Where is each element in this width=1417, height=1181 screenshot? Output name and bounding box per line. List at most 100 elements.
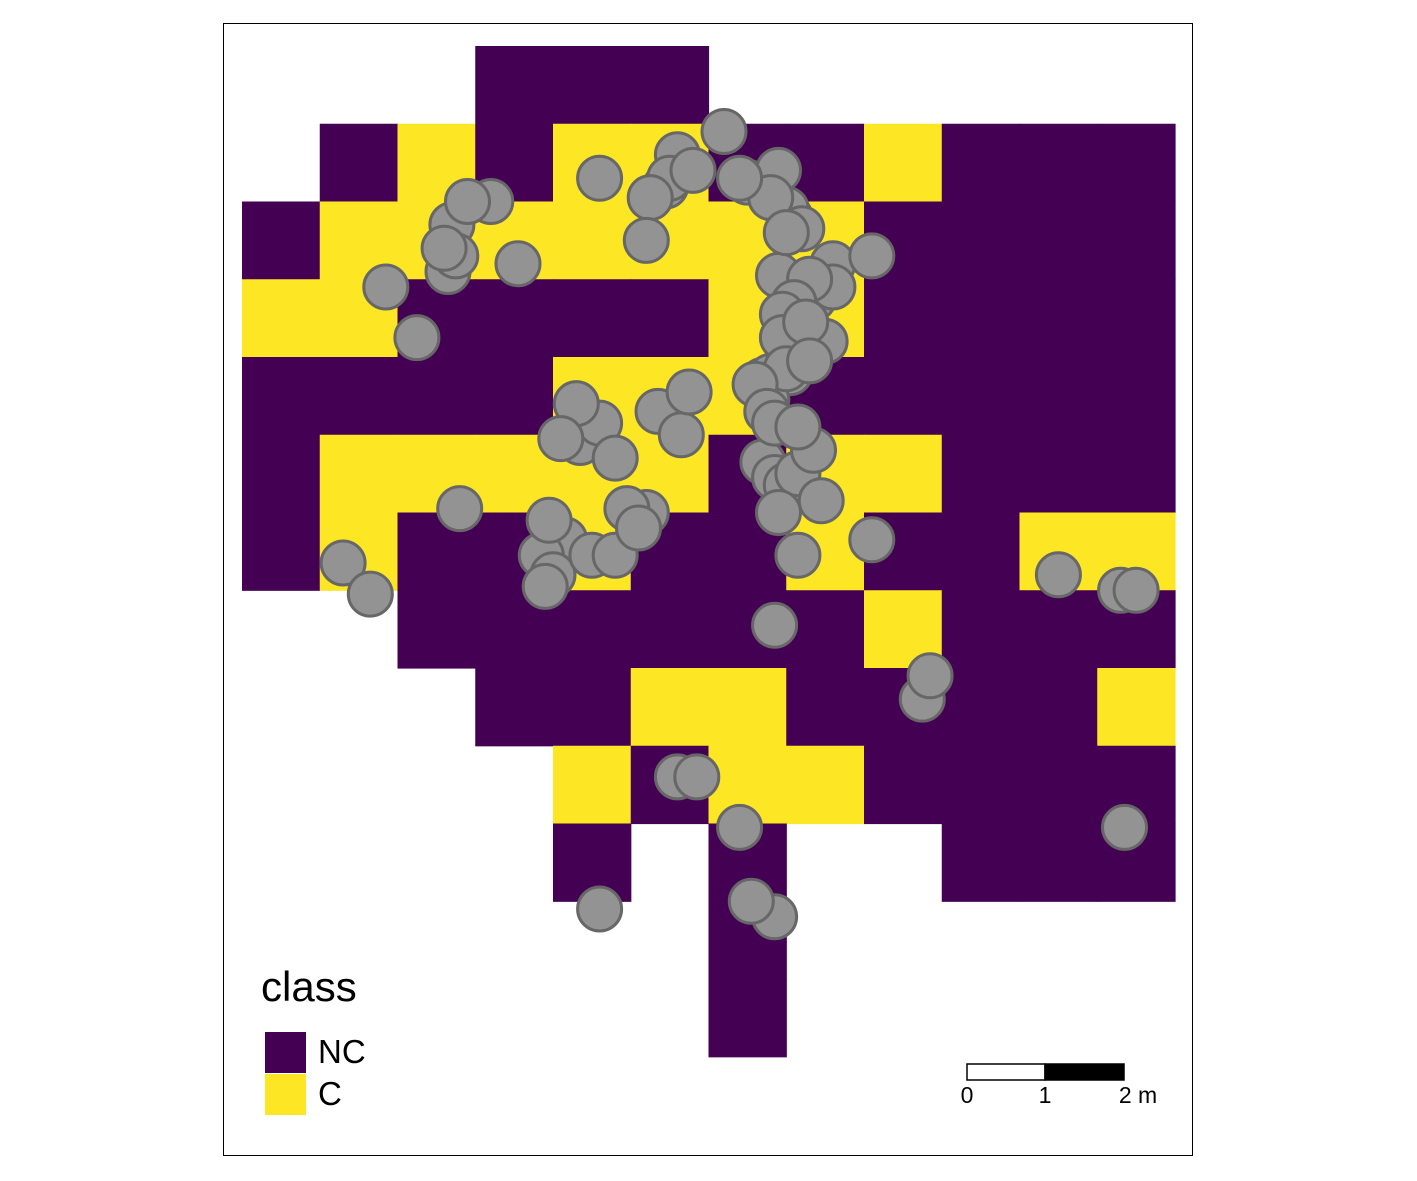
raster-cell-nc	[1019, 123, 1098, 203]
sample-point	[797, 477, 845, 525]
sample-point	[576, 154, 624, 202]
raster-cell-c	[553, 201, 632, 280]
raster-cell-nc	[864, 357, 943, 436]
raster-cell-nc	[1019, 823, 1098, 902]
sample-point	[786, 337, 834, 385]
raster-cell-nc	[242, 434, 321, 514]
scale-label-0: 0	[960, 1082, 974, 1108]
raster-cell-nc	[397, 357, 476, 436]
sample-point	[622, 216, 670, 264]
sample-point	[657, 411, 705, 459]
legend-label-c: C	[318, 1075, 342, 1112]
raster-cell-nc	[1097, 434, 1176, 514]
raster-cell-nc	[1097, 279, 1176, 358]
raster-cell-nc	[941, 279, 1021, 358]
raster-cell-nc	[941, 745, 1021, 825]
raster-cell-nc	[630, 279, 710, 358]
raster-cell-nc	[242, 512, 321, 591]
raster-layer	[242, 46, 1176, 1058]
raster-cell-nc	[553, 46, 632, 125]
sample-point	[319, 539, 367, 587]
raster-cell-c	[864, 434, 943, 514]
raster-cell-nc	[319, 123, 399, 203]
sample-point	[673, 753, 721, 801]
sample-point	[751, 601, 799, 649]
raster-cell-nc	[941, 668, 1021, 747]
scale-label-2m: 2 m	[1118, 1082, 1158, 1108]
raster-cell-nc	[630, 46, 710, 125]
raster-cell-nc	[1019, 201, 1098, 280]
raster-cell-nc	[941, 434, 1021, 514]
sample-point	[716, 154, 764, 202]
legend-item-nc: NC	[265, 1031, 366, 1073]
scale-bar-segment-white	[966, 1063, 1046, 1081]
scale-bar-segment-black	[1044, 1063, 1125, 1081]
raster-cell-nc	[864, 745, 943, 825]
sample-point	[615, 504, 662, 552]
raster-cell-nc	[1019, 279, 1098, 358]
sample-point	[1112, 566, 1160, 614]
sample-point	[420, 224, 468, 272]
sample-point	[1034, 551, 1082, 599]
scale-label-1: 1	[1038, 1082, 1052, 1108]
raster-cell-nc	[1097, 201, 1176, 280]
raster-cell-c	[630, 668, 710, 747]
raster-cell-nc	[475, 668, 554, 747]
raster-cell-nc	[1019, 590, 1098, 669]
sample-point	[521, 562, 569, 610]
raster-cell-nc	[475, 357, 554, 436]
raster-cell-nc	[630, 590, 710, 669]
sample-point	[762, 209, 810, 257]
legend-swatch-c	[265, 1073, 306, 1115]
legend-item-c: C	[265, 1073, 342, 1115]
raster-cell-nc	[1019, 745, 1098, 825]
sample-point	[576, 885, 624, 933]
sample-point	[848, 232, 896, 280]
sample-point	[848, 516, 896, 564]
sample-point	[362, 263, 410, 311]
sample-point	[525, 496, 573, 544]
legend-label-nc: NC	[318, 1033, 366, 1070]
sample-point	[669, 146, 717, 194]
raster-cell-nc	[941, 512, 1021, 591]
raster-cell-nc	[475, 279, 554, 358]
raster-cell-c	[553, 745, 632, 825]
sample-point	[716, 803, 764, 851]
raster-cell-nc	[864, 279, 943, 358]
raster-cell-nc	[941, 823, 1021, 902]
sample-point	[537, 415, 585, 463]
sample-point	[393, 314, 441, 362]
raster-cell-nc	[1019, 434, 1098, 514]
raster-cell-c	[708, 668, 787, 747]
raster-cell-nc	[786, 668, 865, 747]
raster-cell-nc	[242, 357, 321, 436]
raster-cell-c	[319, 434, 399, 514]
sample-point	[591, 434, 639, 482]
sample-point	[774, 531, 822, 579]
raster-cell-nc	[708, 979, 787, 1058]
sample-point	[1101, 803, 1148, 851]
raster-cell-nc	[242, 201, 321, 280]
scale-bar	[966, 1063, 1125, 1081]
raster-cell-c	[242, 279, 321, 358]
raster-cell-c	[1097, 668, 1176, 747]
sample-point	[906, 652, 954, 700]
sample-point	[727, 877, 775, 925]
legend-swatch-nc	[265, 1031, 306, 1073]
raster-cell-c	[864, 123, 943, 203]
sample-point	[346, 570, 394, 618]
raster-cell-nc	[941, 201, 1021, 280]
sample-point	[444, 178, 491, 225]
raster-cell-nc	[1097, 357, 1176, 436]
raster-cell-nc	[1019, 357, 1098, 436]
raster-cell-nc	[941, 357, 1021, 436]
sample-point	[782, 298, 830, 346]
sample-point	[436, 485, 484, 533]
raster-cell-nc	[1097, 123, 1176, 203]
raster-cell-nc	[553, 279, 632, 358]
raster-cell-nc	[941, 590, 1021, 669]
raster-cell-c	[786, 745, 865, 825]
raster-cell-nc	[1019, 668, 1098, 747]
raster-cell-nc	[475, 46, 554, 125]
